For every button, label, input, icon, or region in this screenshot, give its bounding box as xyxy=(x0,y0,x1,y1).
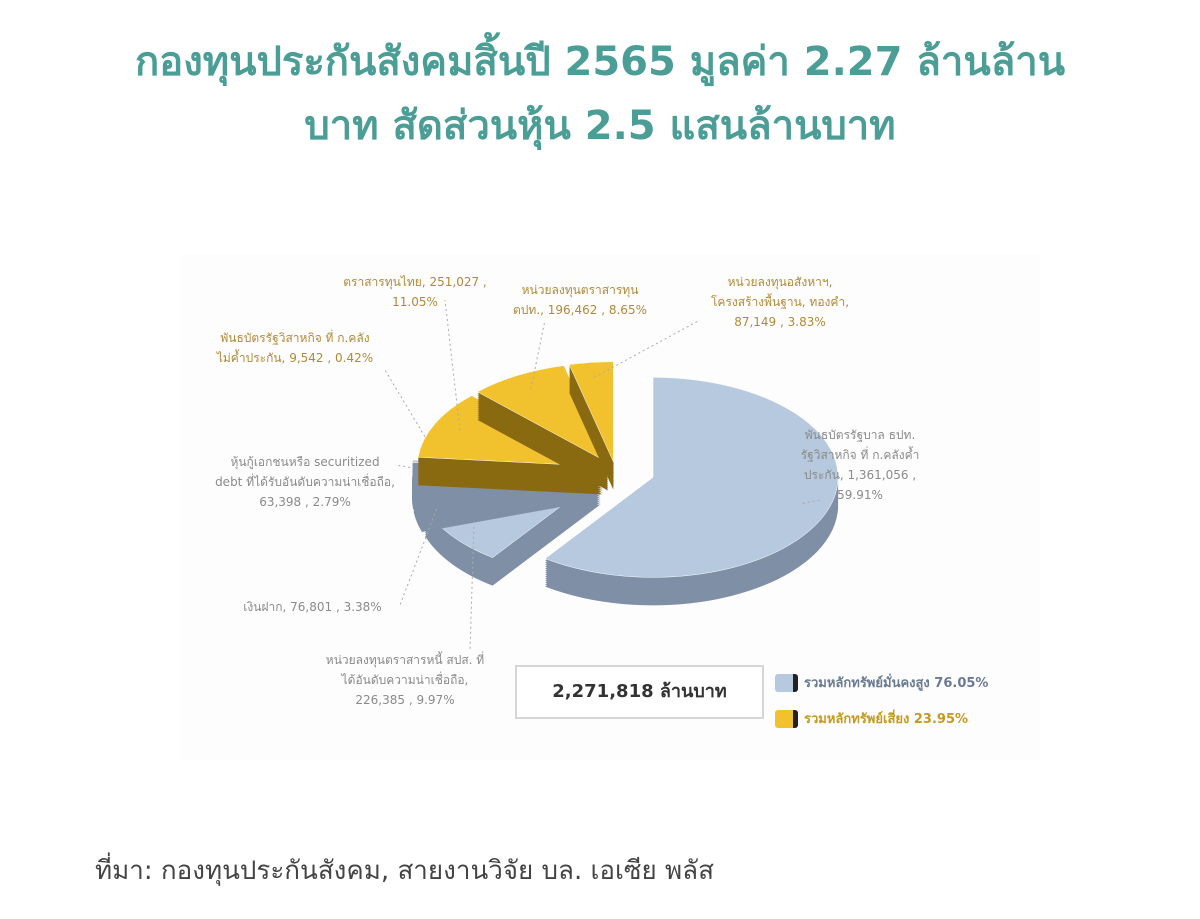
pie-slice-6 xyxy=(476,365,609,491)
slice-label-2: เงินฝาก, 76,801 , 3.38% xyxy=(243,600,382,614)
pie-slice-1 xyxy=(424,476,601,586)
total-value-box: 2,271,818 ล้านบาท xyxy=(515,665,764,719)
legend-item-risk: รวมหลักทรัพย์เสี่ยง 23.95% xyxy=(775,708,968,729)
pie-slice-7 xyxy=(568,361,614,490)
slice-label-3: หุ้นกู้เอกชนหรือ securitized debt ที่ได้… xyxy=(215,455,395,509)
title-line-1: กองทุนประกันสังคมสิ้นปี 2565 มูลค่า 2.27… xyxy=(134,39,1066,85)
slice-label-1: หน่วยลงทุนตราสารหนี้ สปส. ที่ได้อันดับคว… xyxy=(325,653,485,707)
slice-label-6: หน่วยลงทุนตราสารทุน ตปท., 196,462 , 8.65… xyxy=(513,283,647,317)
leader-line-2 xyxy=(399,490,445,606)
slice-label-4: พันธบัตรรัฐวิสาหกิจ ที่ ก.คลังไม่ค้ำประก… xyxy=(216,331,374,365)
slice-label-7: หน่วยลงทุนอสังหาฯ, โครงสร้างพื้นฐาน, ทอง… xyxy=(710,275,850,329)
chart-title: กองทุนประกันสังคมสิ้นปี 2565 มูลค่า 2.27… xyxy=(0,30,1200,158)
legend-swatch-yellow xyxy=(775,709,798,728)
pie-slice-0 xyxy=(544,377,839,606)
legend-swatch-blue xyxy=(775,673,798,692)
title-line-2: บาท สัดส่วนหุ้น 2.5 แสนล้านบาท xyxy=(304,103,896,149)
legend-label: รวมหลักทรัพย์มั่นคงสูง 76.05% xyxy=(804,676,989,691)
leader-line-1 xyxy=(469,526,475,651)
legend-item-low-risk: รวมหลักทรัพย์มั่นคงสูง 76.05% xyxy=(775,672,988,693)
slice-label-0: พันธบัตรรัฐบาล ธปท. รัฐวิสาหกิจ ที่ ก.คล… xyxy=(800,428,920,502)
leader-line-5 xyxy=(444,299,461,431)
leader-line-6 xyxy=(530,319,546,389)
legend-label: รวมหลักทรัพย์เสี่ยง 23.95% xyxy=(804,712,969,727)
source-note: ที่มา: กองทุนประกันสังคม, สายงานวิจัย บล… xyxy=(95,856,714,886)
slice-label-5: ตราสารทุนไทย, 251,027 , 11.05% xyxy=(343,275,487,309)
leader-line-7 xyxy=(594,319,701,378)
